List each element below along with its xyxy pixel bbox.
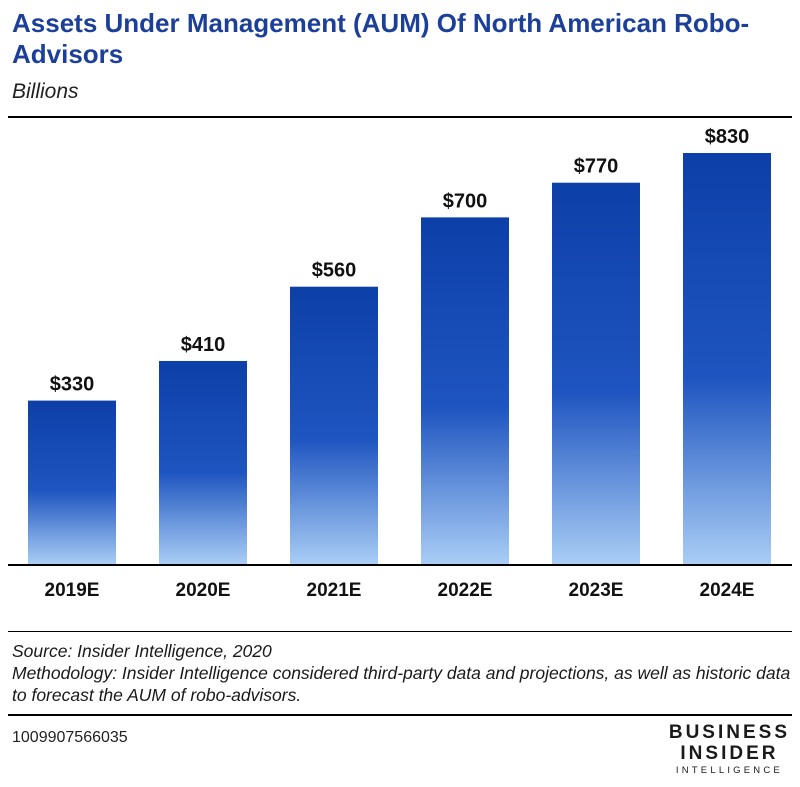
source-note: Source: Insider Intelligence, 2020 [12, 641, 272, 661]
logo-line-insider: INSIDER [680, 743, 779, 764]
x-tick-label-2023E: 2023E [569, 580, 624, 601]
methodology-note: Methodology: Insider Intelligence consid… [12, 663, 791, 705]
data-label-2023E: $770 [574, 156, 619, 178]
logo-line-intelligence: INTELLIGENCE [675, 765, 783, 776]
bottom-chart-divider [8, 631, 792, 632]
logo-line-business: BUSINESS [668, 722, 790, 743]
bar-2023E [552, 182, 640, 564]
data-label-2024E: $830 [705, 126, 750, 148]
x-tick-label-2024E: 2024E [700, 580, 755, 601]
bar-2022E [421, 217, 509, 565]
bar-2019E [28, 400, 116, 564]
x-tick-label-2020E: 2020E [176, 580, 231, 601]
bar-2020E [159, 360, 247, 564]
data-label-2021E: $560 [312, 260, 357, 282]
business-insider-intelligence-logo: BUSINESS INSIDER INTELLIGENCE [669, 722, 790, 777]
bar-chart: $330 $410 $560 $700 $770 $830 2019E 2020E 2021E… [8, 126, 792, 601]
data-label-2019E: $330 [50, 374, 95, 396]
bar-2021E [290, 286, 378, 564]
chart-title: Assets Under Management (AUM) Of North A… [12, 8, 750, 69]
chart-subtitle: Billions [12, 80, 79, 103]
x-tick-label-2021E: 2021E [307, 580, 362, 601]
x-tick-label-2022E: 2022E [438, 580, 493, 601]
chart-id: 1009907566035 [12, 729, 128, 746]
bar-2024E [683, 153, 771, 564]
data-label-2022E: $700 [443, 190, 488, 212]
data-label-2020E: $410 [181, 334, 226, 356]
top-divider [8, 116, 792, 118]
footer-divider [8, 714, 792, 716]
x-tick-label-2019E: 2019E [45, 580, 100, 601]
